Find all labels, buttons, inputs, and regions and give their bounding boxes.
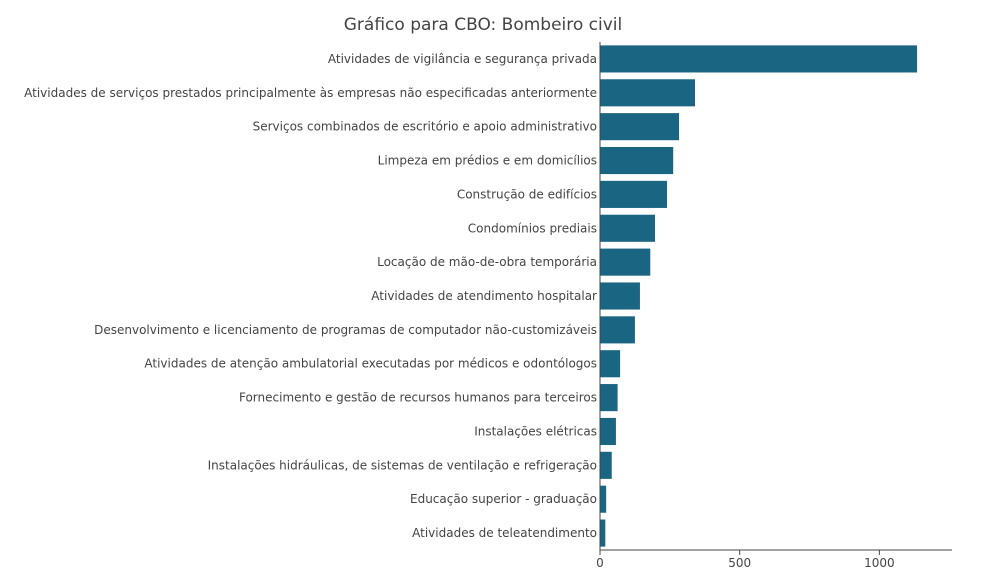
category-label: Locação de mão-de-obra temporária xyxy=(377,255,597,269)
bar xyxy=(600,248,651,276)
bar xyxy=(600,45,918,73)
bar xyxy=(600,214,656,242)
category-label: Limpeza em prédios e em domicílios xyxy=(378,154,597,168)
bar xyxy=(600,485,607,513)
bar xyxy=(600,417,616,446)
category-label: Atividades de teleatendimento xyxy=(412,526,597,540)
bar xyxy=(600,180,668,208)
category-label: Desenvolvimento e licenciamento de progr… xyxy=(94,323,597,337)
category-label: Atividades de atendimento hospitalar xyxy=(371,289,597,303)
bar xyxy=(600,113,680,141)
category-label: Atividades de vigilância e segurança pri… xyxy=(328,52,597,66)
category-label: Construção de edifícios xyxy=(457,187,597,201)
x-tick-label: 500 xyxy=(728,556,751,570)
category-label: Condomínios prediais xyxy=(468,221,597,235)
bar xyxy=(600,146,674,175)
bar xyxy=(600,79,695,107)
category-labels: Atividades de vigilância e segurança pri… xyxy=(24,52,597,540)
bar xyxy=(600,384,618,412)
category-label: Atividades de atenção ambulatorial execu… xyxy=(144,357,597,371)
x-tick-label: 1000 xyxy=(864,556,895,570)
category-label: Instalações elétricas xyxy=(474,424,597,438)
bar xyxy=(600,316,635,344)
bar xyxy=(600,350,621,378)
category-label: Serviços combinados de escritório e apoi… xyxy=(253,120,597,134)
category-label: Educação superior - graduação xyxy=(410,492,597,506)
x-axis-ticks: 0 500 1000 xyxy=(596,550,895,570)
category-label: Instalações hidráulicas, de sistemas de … xyxy=(208,458,597,472)
bar xyxy=(600,519,606,547)
bar xyxy=(600,451,612,479)
bars-layer xyxy=(600,45,918,547)
bar xyxy=(600,282,640,310)
x-tick-label: 0 xyxy=(596,556,604,570)
category-label: Atividades de serviços prestados princip… xyxy=(24,86,597,100)
chart-title: Gráfico para CBO: Bombeiro civil xyxy=(344,15,623,35)
category-label: Fornecimento e gestão de recursos humano… xyxy=(239,391,597,405)
